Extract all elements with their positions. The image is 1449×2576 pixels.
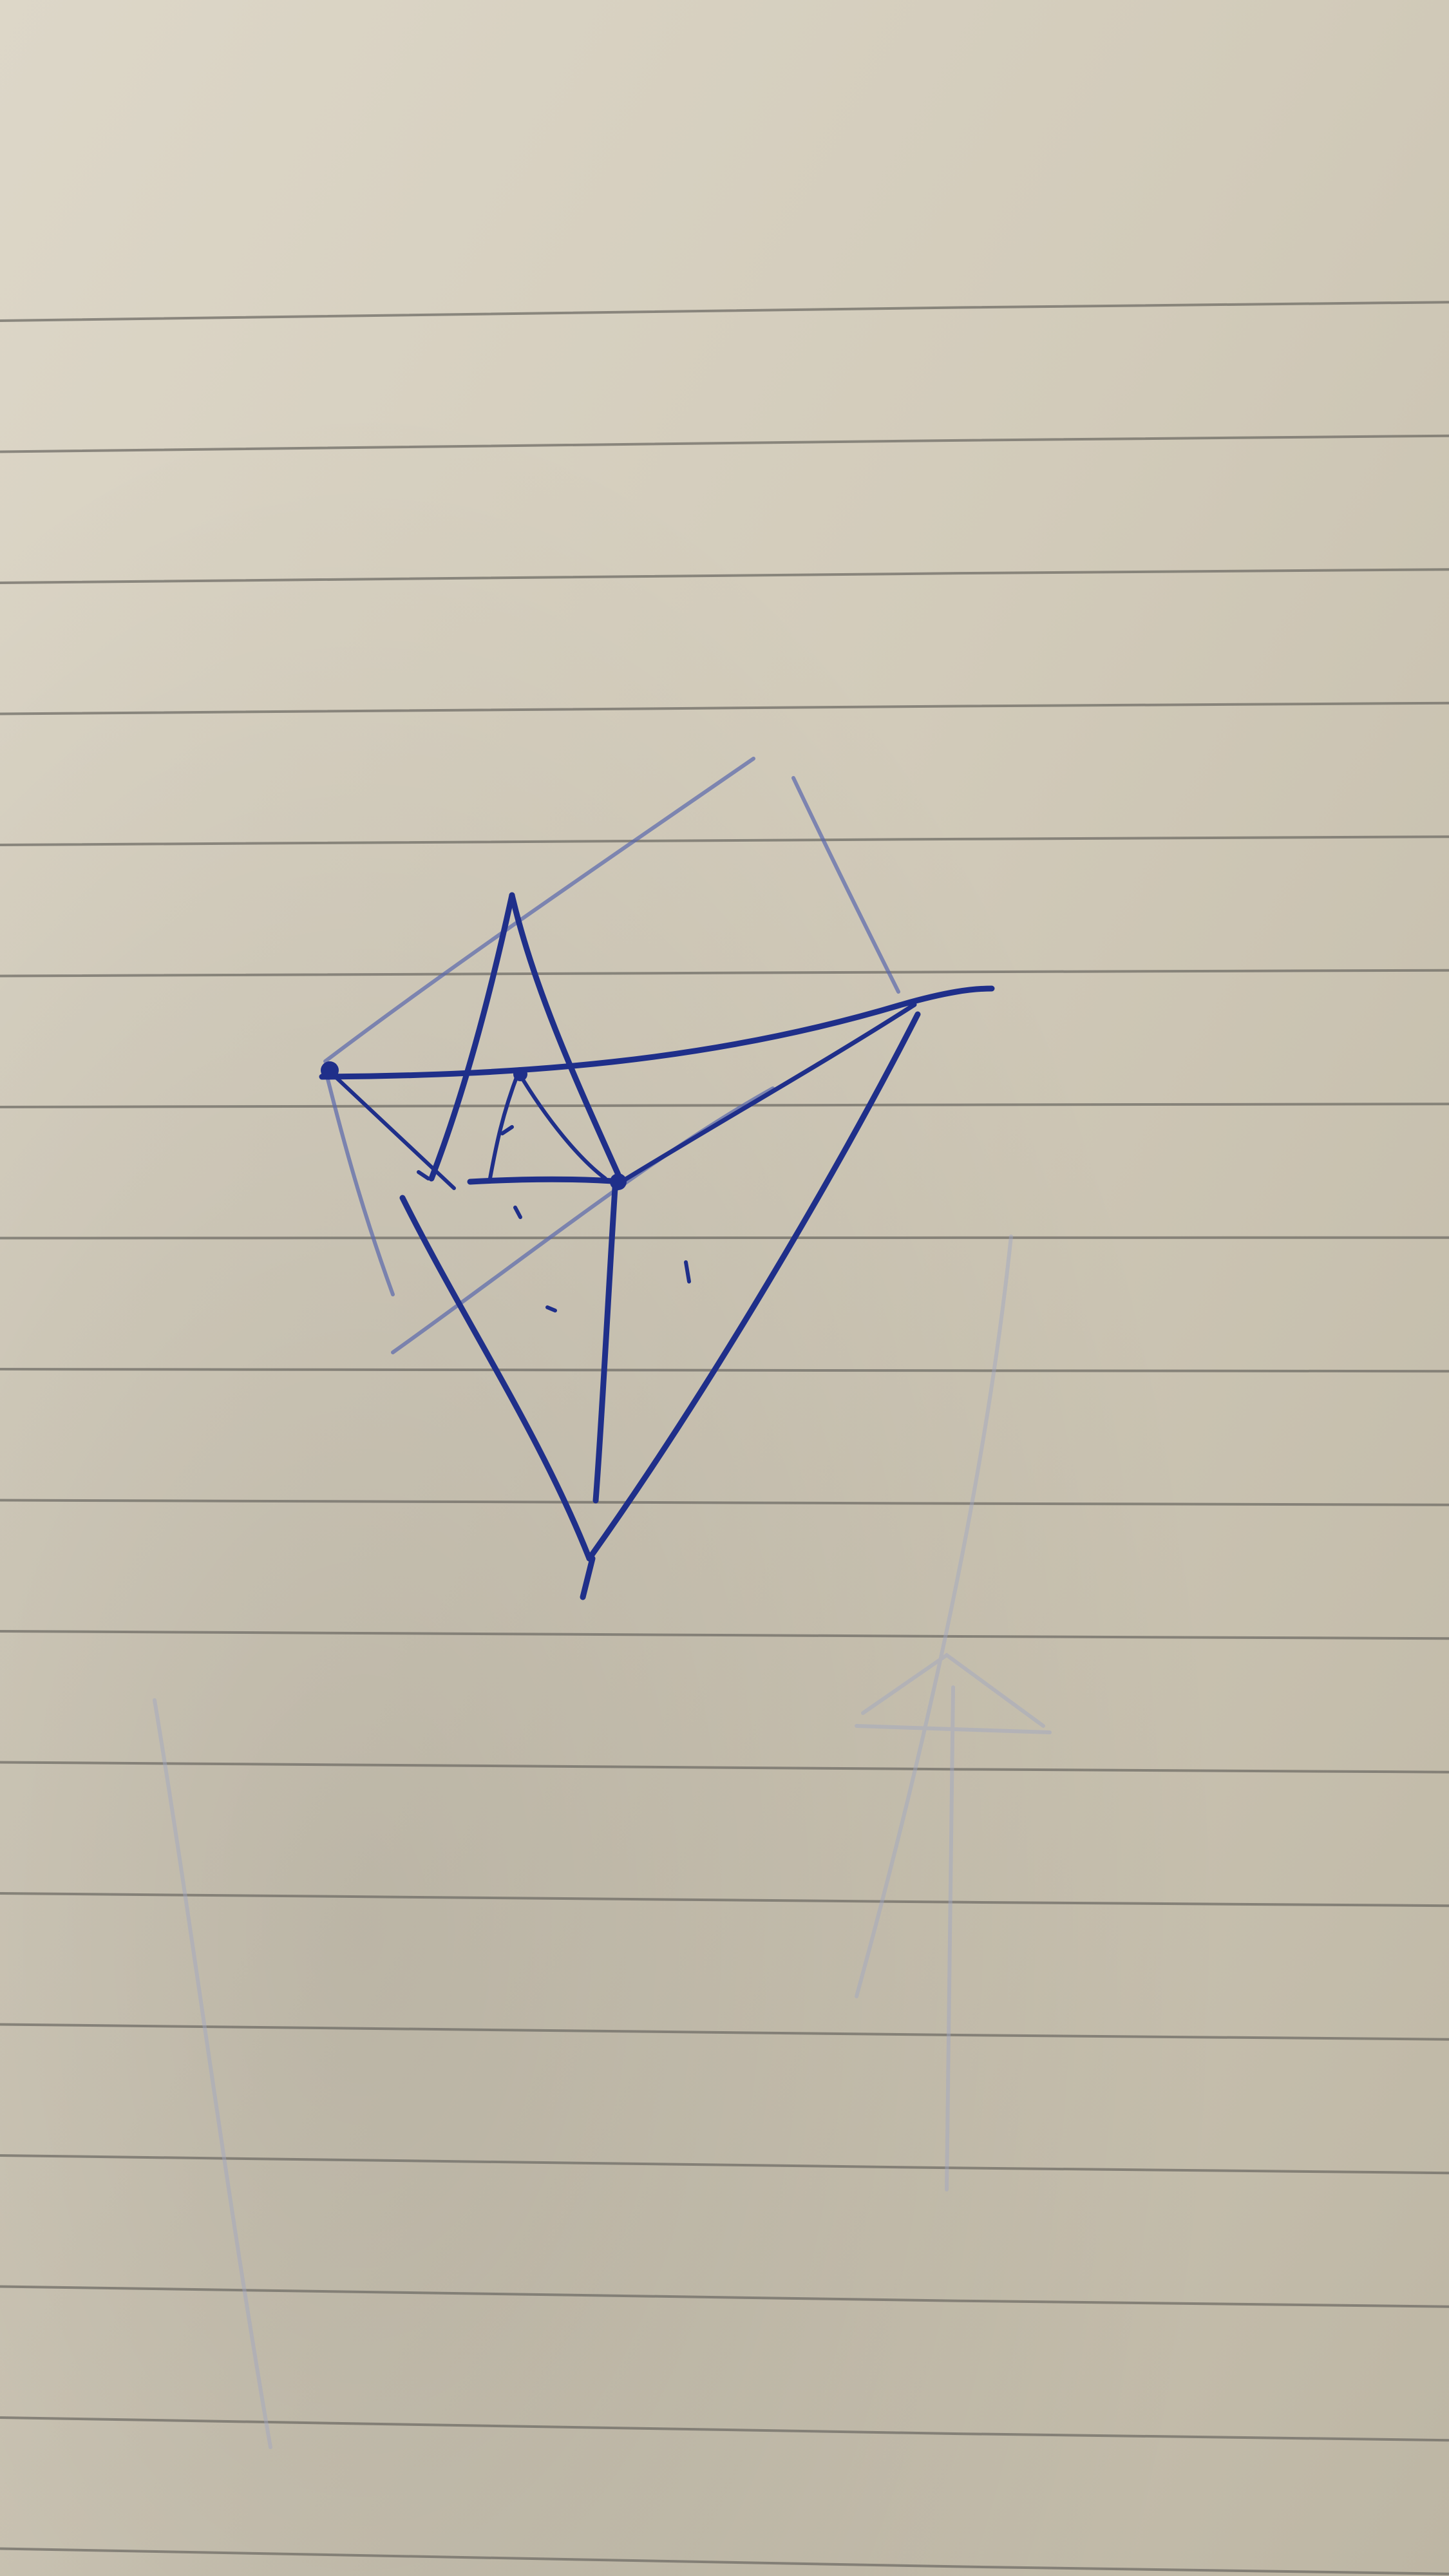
tick-mark <box>684 1260 691 1283</box>
ruled-line <box>0 1761 1449 1774</box>
outer-triangle-tip <box>580 1555 596 1600</box>
ruled-line <box>0 2285 1449 2308</box>
ink-pyramid-sketch <box>319 892 995 1600</box>
ruled-line <box>0 1103 1449 1108</box>
tick-marks <box>417 1125 691 1312</box>
ruled-line <box>0 2547 1449 2575</box>
vertex-dot <box>321 1061 339 1079</box>
ruled-line <box>0 2023 1449 2041</box>
tick-mark <box>513 1206 522 1219</box>
faint-stroke <box>861 1653 1045 1728</box>
square-diagonal <box>391 1086 775 1354</box>
outer-triangle-right-edge <box>586 1011 921 1562</box>
square-edge-left <box>323 1067 395 1296</box>
ruled-line <box>0 1630 1449 1640</box>
horizon-line <box>319 985 995 1080</box>
light-square-sketch <box>323 757 900 1354</box>
faint-stroke <box>153 1698 272 2449</box>
ruled-lines <box>0 301 1449 2575</box>
inner-triangle-right-edge <box>509 892 625 1185</box>
faint-stroke <box>855 1724 1052 1734</box>
ruled-line <box>0 1892 1449 1908</box>
faint-background-strokes <box>153 1235 1052 2449</box>
small-triangle-edge <box>488 1070 520 1184</box>
ruled-line <box>0 568 1449 584</box>
tick-mark <box>500 1125 514 1135</box>
tick-mark <box>545 1305 557 1312</box>
outer-triangle-left-edge <box>399 1195 592 1562</box>
ruled-line <box>0 969 1449 978</box>
faint-stroke <box>855 1235 1013 1998</box>
ruled-line <box>0 2416 1449 2442</box>
inner-triangle-left-edge <box>428 892 515 1182</box>
ruled-line <box>0 434 1449 453</box>
left-connector <box>325 1067 456 1190</box>
vertex-dot <box>513 1067 527 1081</box>
ruled-line <box>0 2154 1449 2175</box>
ruled-line <box>0 701 1449 715</box>
square-edge-right <box>791 776 900 994</box>
faint-stroke <box>945 1685 955 2192</box>
tick-mark <box>417 1170 430 1180</box>
vertical-drop-line <box>592 1185 618 1504</box>
ruled-line <box>0 1499 1449 1506</box>
vertex-diagonal-right <box>619 1002 917 1184</box>
vertex-dot <box>610 1173 627 1190</box>
ruled-line <box>0 301 1449 322</box>
inner-triangle-base <box>467 1176 625 1185</box>
ruled-line <box>0 835 1449 846</box>
small-triangle-edge <box>516 1070 607 1180</box>
square-edge-top <box>323 757 755 1063</box>
